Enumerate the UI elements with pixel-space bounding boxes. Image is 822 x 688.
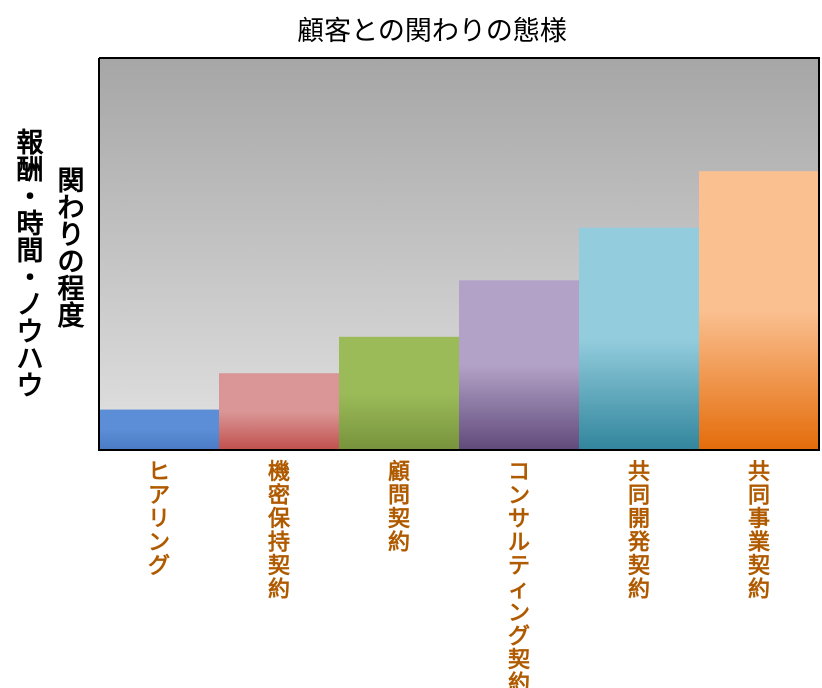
bar-3 — [339, 336, 459, 450]
category-label-4: コンサルティング契約 — [507, 460, 531, 688]
y-axis-label-inner: 関わりの程度 — [58, 166, 85, 332]
bar-5 — [579, 227, 699, 450]
category-labels: ヒアリング 機密保持契約 顧問契約 コンサルティング契約 共同開発契約 共同事業契約 — [148, 459, 771, 688]
bar-6 — [699, 171, 819, 450]
chart-title: 顧客との関わりの態様 — [297, 16, 567, 47]
bar-2 — [219, 373, 339, 450]
plot-frame — [99, 57, 820, 450]
bar-4 — [459, 280, 579, 450]
category-label-1: ヒアリング — [148, 460, 170, 579]
category-label-5: 共同開発契約 — [627, 460, 651, 603]
bars — [99, 171, 819, 450]
category-label-2: 機密保持契約 — [267, 460, 291, 603]
y-axis-label-outer: 報酬・時間・ノウハウ — [17, 128, 45, 402]
category-label-3: 顧問契約 — [387, 459, 411, 556]
bar-1 — [99, 409, 219, 450]
category-label-6: 共同事業契約 — [747, 460, 771, 603]
